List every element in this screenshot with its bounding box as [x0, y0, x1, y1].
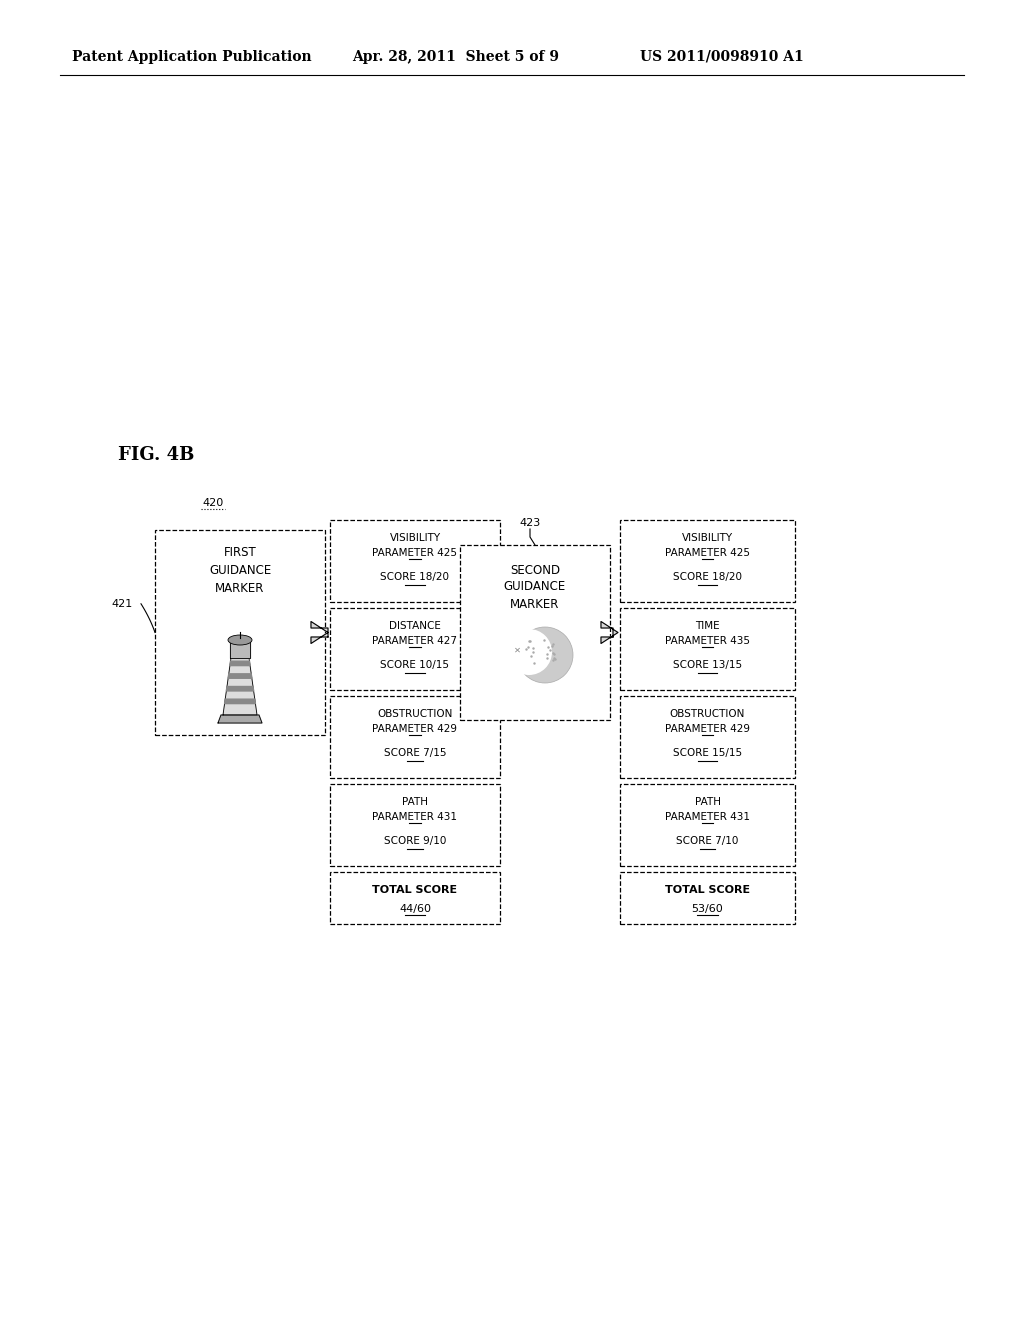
- Text: TIME: TIME: [695, 620, 720, 631]
- Text: SECOND
GUIDANCE
MARKER: SECOND GUIDANCE MARKER: [504, 564, 566, 610]
- Bar: [620, 696, 795, 777]
- Text: PARAMETER 435: PARAMETER 435: [665, 636, 750, 645]
- Text: SCORE 18/20: SCORE 18/20: [381, 573, 450, 582]
- Text: SCORE 7/15: SCORE 7/15: [384, 748, 446, 759]
- Text: SCORE 7/10: SCORE 7/10: [676, 837, 738, 846]
- Text: PARAMETER 429: PARAMETER 429: [665, 723, 750, 734]
- Bar: [330, 696, 500, 777]
- Polygon shape: [224, 700, 255, 704]
- Bar: [620, 520, 795, 602]
- Circle shape: [506, 630, 552, 675]
- Bar: [330, 520, 500, 602]
- Text: VISIBILITY: VISIBILITY: [389, 533, 440, 543]
- Text: TOTAL SCORE: TOTAL SCORE: [665, 886, 750, 895]
- Text: Apr. 28, 2011  Sheet 5 of 9: Apr. 28, 2011 Sheet 5 of 9: [352, 50, 559, 63]
- Text: SCORE 10/15: SCORE 10/15: [381, 660, 450, 671]
- Polygon shape: [230, 640, 250, 657]
- Text: US 2011/0098910 A1: US 2011/0098910 A1: [640, 50, 804, 63]
- Text: PARAMETER 425: PARAMETER 425: [665, 548, 750, 558]
- Text: PATH: PATH: [694, 797, 721, 807]
- Text: PARAMETER 431: PARAMETER 431: [373, 812, 458, 822]
- Bar: [620, 873, 795, 924]
- Text: SCORE 13/15: SCORE 13/15: [673, 660, 742, 671]
- Text: PARAMETER 431: PARAMETER 431: [665, 812, 750, 822]
- Text: 53/60: 53/60: [691, 904, 723, 915]
- Polygon shape: [311, 622, 328, 644]
- Bar: [330, 784, 500, 866]
- Text: SCORE 18/20: SCORE 18/20: [673, 573, 742, 582]
- Text: SCORE 9/10: SCORE 9/10: [384, 837, 446, 846]
- Bar: [330, 609, 500, 690]
- Text: VISIBILITY: VISIBILITY: [682, 533, 733, 543]
- Text: PARAMETER 429: PARAMETER 429: [373, 723, 458, 734]
- Text: FIRST
GUIDANCE
MARKER: FIRST GUIDANCE MARKER: [209, 545, 271, 594]
- Text: DISTANCE: DISTANCE: [389, 620, 441, 631]
- Text: 421: 421: [112, 599, 133, 609]
- Text: ✕: ✕: [513, 645, 520, 655]
- Text: PARAMETER 427: PARAMETER 427: [373, 636, 458, 645]
- Bar: [620, 784, 795, 866]
- Text: FIG. 4B: FIG. 4B: [118, 446, 195, 465]
- Bar: [330, 873, 500, 924]
- Bar: [620, 609, 795, 690]
- Text: TOTAL SCORE: TOTAL SCORE: [373, 886, 458, 895]
- Text: Patent Application Publication: Patent Application Publication: [72, 50, 311, 63]
- Polygon shape: [601, 622, 618, 644]
- Text: 420: 420: [203, 498, 223, 508]
- Text: PARAMETER 425: PARAMETER 425: [373, 548, 458, 558]
- Text: OBSTRUCTION: OBSTRUCTION: [670, 709, 745, 719]
- Text: 423: 423: [519, 517, 541, 528]
- Ellipse shape: [228, 635, 252, 645]
- Bar: [155, 531, 325, 735]
- Polygon shape: [226, 686, 254, 690]
- Text: SCORE 15/15: SCORE 15/15: [673, 748, 742, 759]
- Polygon shape: [228, 673, 252, 678]
- Text: 44/60: 44/60: [399, 904, 431, 915]
- Polygon shape: [230, 661, 250, 665]
- Circle shape: [517, 627, 573, 682]
- Bar: [460, 545, 610, 719]
- Text: OBSTRUCTION: OBSTRUCTION: [377, 709, 453, 719]
- Polygon shape: [223, 657, 257, 715]
- Text: PATH: PATH: [402, 797, 428, 807]
- Polygon shape: [218, 715, 262, 723]
